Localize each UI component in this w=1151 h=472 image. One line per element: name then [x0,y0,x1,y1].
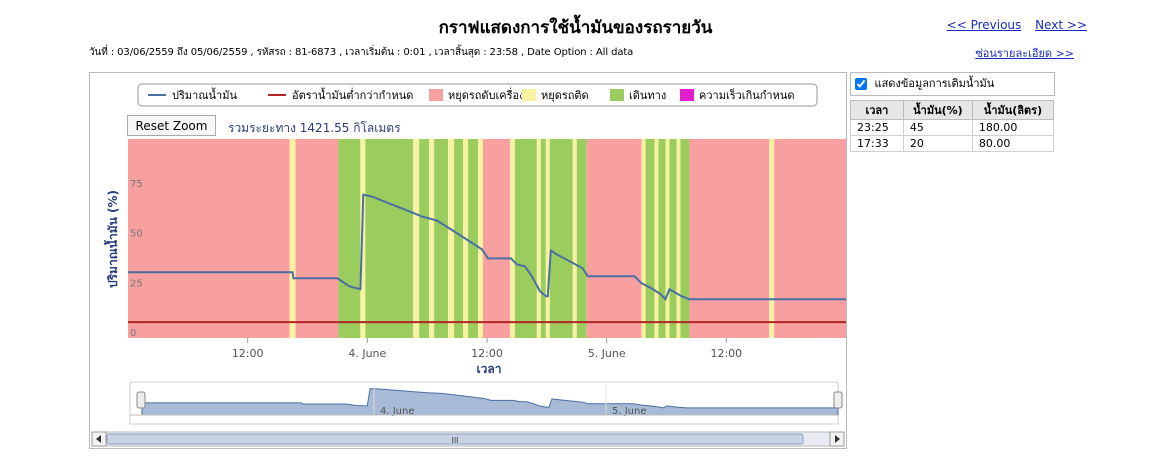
status-band-stopped-idle [413,139,420,338]
previous-link[interactable]: << Previous [946,18,1022,32]
status-band-driving [576,139,587,338]
status-band-driving [419,139,430,338]
status-band-stopped-idle [536,139,541,338]
refuel-panel: แสดงข้อมูลการเติมน้ำมัน เวลา น้ำมัน(%) น้ำ… [850,72,1055,156]
fuel-chart-svg[interactable]: 0 25 50 75 12:00 4. June 12:00 5. June 12:00 เว… [90,73,846,448]
status-band-driving [468,139,479,338]
status-band-stopped-idle [641,139,646,338]
status-band-stopped-idle [676,139,681,338]
status-band-driving [540,139,546,338]
status-band-driving [514,139,537,338]
status-band-stopped-engine-off [774,139,846,338]
navigator-label: 5. June [612,406,647,417]
y-tick-label: 25 [130,278,143,289]
legend-label[interactable]: ความเร็วเกินกำหนด [699,88,795,102]
refuel-cell: 80.00 [971,135,1055,152]
chart-legend: ปริมาณน้ำมัน อัตราน้ำมันต่ำกว่ากำหนด หยุดร… [137,83,818,107]
x-axis-label: เวลา [477,362,502,376]
x-tick-label: 4. June [348,347,386,360]
legend-label[interactable]: อัตราน้ำมันต่ำกว่ากำหนด [292,87,413,102]
reset-zoom-button[interactable]: Reset Zoom [127,115,216,136]
refuel-cell: 180.00 [971,119,1055,136]
navigator-right-handle[interactable] [833,391,843,409]
refuel-column-header: น้ำมัน(ลิตร) [971,100,1055,120]
status-band-stopped-engine-off [128,139,290,338]
status-band-stopped-idle [665,139,670,338]
status-band-driving [549,139,573,338]
navigator-left-handle[interactable] [136,391,146,409]
legend-box [137,83,818,107]
refuel-column-header: เวลา [850,100,904,120]
status-band-stopped-idle [769,139,775,338]
legend-box-swatch [522,89,536,101]
legend-label[interactable]: ปริมาณน้ำมัน [172,87,237,102]
refuel-cell: 45 [902,119,973,136]
refuel-column-header: น้ำมัน(%) [902,100,973,120]
x-tick-label: 5. June [588,347,626,360]
legend-box-swatch [610,89,624,101]
page-title: กราฟแสดงการใช้น้ำมันของรถรายวัน [438,18,713,38]
legend-box-swatch [680,89,694,101]
show-refuel-checkbox[interactable] [855,78,867,90]
navigator-label: 4. June [380,406,415,417]
legend-label[interactable]: หยุดรถดับเครื่อง [448,87,525,102]
x-tick-label: 12:00 [710,347,742,360]
status-band-stopped-idle [654,139,659,338]
status-band-stopped-idle [478,139,484,338]
y-tick-label: 0 [130,328,136,339]
status-band-driving [669,139,677,338]
refuel-row: 23:25 45 180.00 [850,119,1055,136]
status-band-stopped-idle [429,139,435,338]
refuel-table-header: เวลา น้ำมัน(%) น้ำมัน(ลิตร) [850,100,1055,120]
scrollbar-thumb[interactable] [106,433,804,445]
navigator[interactable]: 4. June 5. June III [91,381,845,447]
total-distance-label: รวมระยะทาง 1421.55 กิโลเมตร [228,121,401,135]
status-band-stopped-idle [545,139,550,338]
navigator-area [141,388,839,416]
refuel-cell: 23:25 [850,119,904,136]
y-tick-label: 50 [130,229,143,240]
y-axis-label: ปริมาณน้ำมัน (%) [103,190,120,288]
refuel-table: เวลา น้ำมัน(%) น้ำมัน(ลิตร) 23:25 45 180.00 1… [850,100,1055,152]
status-band-stopped-idle [289,139,296,338]
status-band-driving [658,139,666,338]
fuel-level-line [128,193,846,301]
status-band-driving [645,139,655,338]
status-band-driving [680,139,690,338]
legend-label[interactable]: หยุดรถติด [541,89,589,102]
refuel-row: 17:33 20 80.00 [850,135,1055,152]
next-link[interactable]: Next >> [1035,18,1087,32]
legend-box-swatch [429,89,443,101]
status-band-stopped-idle [448,139,455,338]
status-band-stopped-engine-off [483,139,510,338]
refuel-panel-header: แสดงข้อมูลการเติมน้ำมัน [850,72,1055,96]
scroll-right-arrow-icon [835,435,840,443]
status-band-stopped-idle [572,139,577,338]
fuel-chart: 0 25 50 75 12:00 4. June 12:00 5. June 12:00 เว… [89,72,847,449]
x-tick-label: 12:00 [232,347,264,360]
status-band-stopped-engine-off [295,139,339,338]
status-band-stopped-engine-off [689,139,770,338]
status-band-driving [434,139,449,338]
legend-label[interactable]: เดินทาง [629,89,666,102]
y-tick-label: 75 [130,179,143,190]
status-band-driving [454,139,464,338]
status-band-stopped-engine-off [586,139,642,338]
status-band-driving [338,139,361,338]
scroll-left-arrow-icon [96,435,101,443]
x-tick-label: 12:00 [471,347,503,360]
pager-nav: << Previous Next >> [937,18,1087,32]
show-refuel-label: แสดงข้อมูลการเติมน้ำมัน [874,77,995,90]
status-band-stopped-idle [509,139,515,338]
scrollbar-grip-label: III [451,436,458,445]
refuel-cell: 20 [902,135,973,152]
status-band-driving [365,139,414,338]
toggle-details-link[interactable]: ซ่อนรายละเอียด >> [975,47,1074,60]
report-info-line: วันที่ : 03/06/2559 ถึง 05/06/2559 , รหั… [89,47,634,58]
refuel-cell: 17:33 [850,135,904,152]
